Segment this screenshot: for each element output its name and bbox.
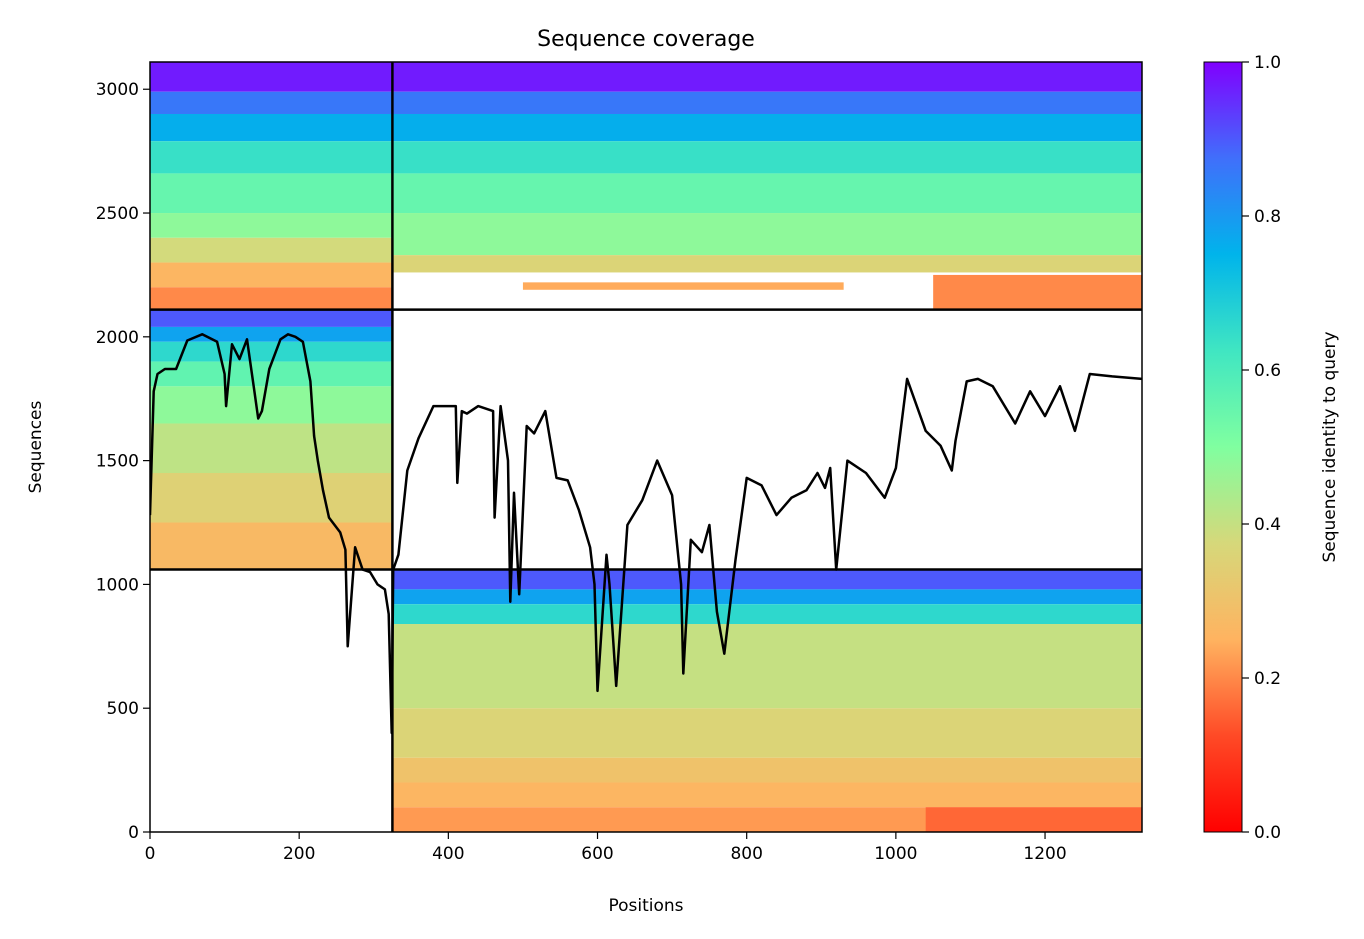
coverage-band <box>150 213 393 238</box>
x-tick-label: 800 <box>730 844 762 864</box>
x-axis-label: Positions <box>608 896 683 916</box>
coverage-band <box>150 287 393 310</box>
coverage-band <box>150 341 393 362</box>
x-tick-label: 1200 <box>1023 844 1066 864</box>
y-tick-label: 0 <box>128 823 139 843</box>
coverage-band <box>392 589 1142 605</box>
coverage-band <box>392 782 1142 808</box>
coverage-band <box>150 423 393 473</box>
chain-2-unpaired-block <box>392 569 1142 832</box>
colorbar-tick-label: 0.6 <box>1254 361 1281 381</box>
coverage-line <box>150 333 1142 735</box>
coverage-polyline <box>150 333 1142 735</box>
y-tick-label: 1500 <box>96 452 139 472</box>
chain-1-paired-block <box>150 62 393 310</box>
coverage-band <box>392 62 1142 92</box>
coverage-band <box>150 472 393 523</box>
coverage-band <box>392 91 1142 114</box>
coverage-patch <box>933 274 1142 310</box>
coverage-band <box>392 255 1142 273</box>
coverage-band <box>150 173 393 214</box>
coverage-band <box>150 326 393 342</box>
coverage-band <box>150 91 393 114</box>
x-tick-label: 0 <box>145 844 156 864</box>
coverage-patch <box>925 807 1142 832</box>
x-tick-label: 400 <box>432 844 464 864</box>
coverage-band <box>392 113 1142 142</box>
chain-1-unpaired-block <box>150 309 393 570</box>
colorbar <box>1203 61 1243 833</box>
y-axis-label: Sequences <box>26 401 46 494</box>
coverage-band <box>150 386 393 424</box>
chain-2-paired-block <box>392 62 1142 310</box>
y-tick-label: 1000 <box>96 575 139 595</box>
colorbar-tick-label: 0.4 <box>1254 515 1281 535</box>
y-tick-label: 2000 <box>96 328 139 348</box>
colorbar-label: Sequence identity to query <box>1320 331 1340 562</box>
coverage-band <box>392 708 1142 758</box>
coverage-band <box>150 237 393 263</box>
y-axis-ticks: 0 500 1000 1500 2000 2500 3000 <box>96 80 150 843</box>
coverage-band <box>150 262 393 288</box>
y-tick-label: 500 <box>107 699 139 719</box>
coverage-band <box>392 604 1142 625</box>
colorbar-tick-label: 0.0 <box>1254 823 1281 843</box>
coverage-band <box>150 309 393 327</box>
x-tick-label: 200 <box>283 844 315 864</box>
coverage-band <box>150 141 393 174</box>
coverage-band <box>150 113 393 142</box>
coverage-band <box>150 62 393 92</box>
y-tick-label: 3000 <box>96 80 139 100</box>
chart-title: Sequence coverage <box>537 27 755 52</box>
coverage-band <box>150 522 393 570</box>
heatmap-blocks <box>150 62 1142 832</box>
x-tick-label: 600 <box>581 844 613 864</box>
coverage-patch <box>522 282 844 290</box>
colorbar-tick-label: 1.0 <box>1254 53 1281 73</box>
y-tick-label: 2500 <box>96 204 139 224</box>
x-tick-label: 1000 <box>874 844 917 864</box>
coverage-band <box>392 624 1142 709</box>
plot-frame <box>149 61 1143 833</box>
coverage-band <box>392 213 1142 256</box>
coverage-band <box>392 173 1142 214</box>
coverage-band <box>392 569 1142 590</box>
colorbar-tick-label: 0.2 <box>1254 669 1281 689</box>
colorbar-tick-label: 0.8 <box>1254 207 1281 227</box>
coverage-band <box>392 141 1142 174</box>
x-axis-ticks: 0 200 400 600 800 1000 1200 <box>145 832 1067 864</box>
colorbar-ticks: 0.0 0.2 0.4 0.6 0.8 1.0 <box>1242 53 1281 843</box>
coverage-band <box>392 757 1142 783</box>
